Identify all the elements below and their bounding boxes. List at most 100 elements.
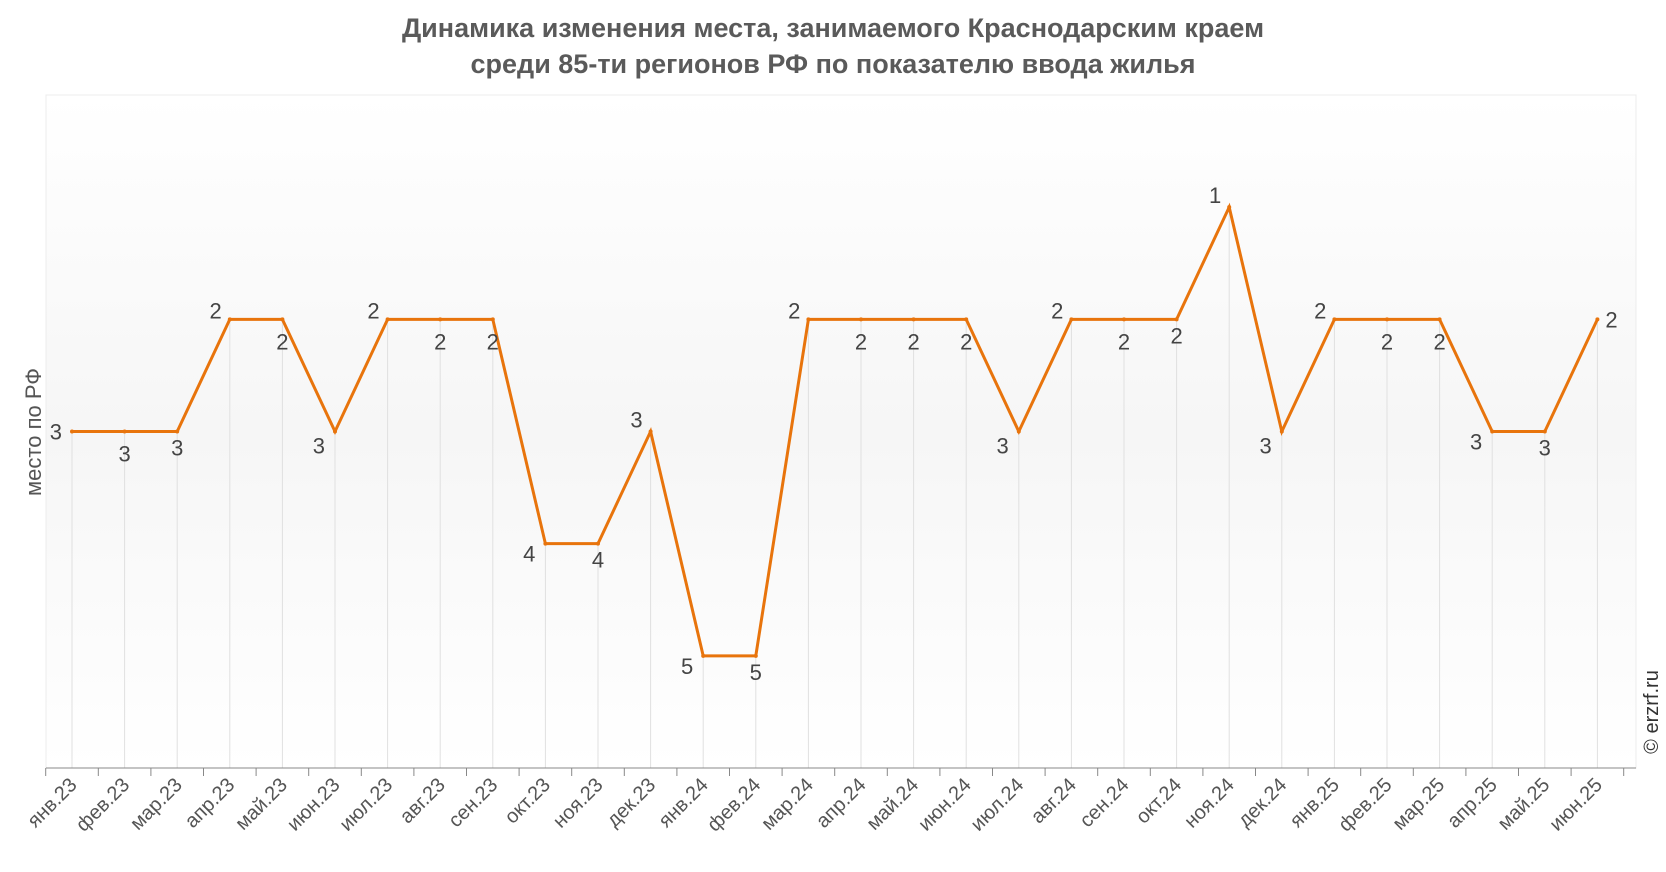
- x-tick-label: окт.24: [1132, 774, 1186, 828]
- data-label: 3: [1260, 434, 1272, 459]
- x-tick-label: май.24: [862, 774, 923, 835]
- data-label: 2: [487, 329, 499, 354]
- data-label: 2: [1118, 329, 1130, 354]
- data-point: [385, 317, 390, 322]
- data-point: [648, 429, 653, 434]
- data-point: [1385, 317, 1389, 322]
- data-point: [1542, 429, 1547, 434]
- x-tick-label: фев.25: [1334, 774, 1396, 836]
- data-point: [333, 429, 337, 434]
- data-label: 2: [1051, 298, 1063, 323]
- x-tick-label: июн.25: [1545, 774, 1607, 836]
- x-axis: янв.23фев.23мар.23апр.23май.23июн.23июл.…: [23, 767, 1636, 836]
- data-labels: 3 3 3 2 2 3 2 2 2 4 4 3 5 5 2 2 2 2 3 2 2 2 1 3 2 2 2 3 3 2: [50, 183, 1618, 685]
- data-point: [280, 317, 285, 322]
- x-tick-label: апр.23: [181, 774, 240, 833]
- x-tick-label: май.25: [1494, 774, 1555, 835]
- data-point: [1437, 317, 1442, 322]
- data-label: 2: [367, 298, 379, 323]
- data-label: 3: [997, 434, 1009, 459]
- data-label: 2: [907, 329, 919, 354]
- data-label: 2: [1314, 298, 1326, 323]
- x-tick-label: мар.24: [757, 774, 818, 835]
- x-tick-label: янв.25: [1286, 774, 1344, 832]
- data-point: [911, 317, 916, 322]
- data-label: 2: [1433, 329, 1445, 354]
- data-label: 2: [276, 329, 288, 354]
- x-tick-label: сен.24: [1076, 774, 1134, 832]
- data-point: [227, 317, 232, 322]
- data-point: [964, 317, 969, 322]
- data-label: 3: [630, 408, 642, 433]
- data-label: 2: [788, 298, 800, 323]
- data-point: [70, 429, 74, 434]
- data-point: [1595, 317, 1600, 322]
- data-point: [859, 317, 863, 322]
- data-label: 3: [1539, 436, 1551, 461]
- data-label: 3: [171, 436, 183, 461]
- x-tick-label: июл.23: [335, 774, 397, 836]
- data-label: 2: [1381, 329, 1393, 354]
- data-label: 4: [592, 548, 604, 573]
- grid-lines: [71, 207, 1598, 768]
- data-point: [1279, 429, 1284, 434]
- data-point: [701, 653, 706, 658]
- data-point: [1174, 317, 1179, 322]
- x-tick-label: мар.25: [1388, 774, 1449, 835]
- x-tick-label: сен.23: [444, 774, 502, 832]
- data-label: 2: [434, 329, 446, 354]
- data-point: [596, 541, 600, 546]
- x-tick-label: ноя.23: [549, 774, 608, 833]
- x-tick-label: июн.23: [283, 774, 345, 836]
- data-label: 3: [313, 434, 325, 459]
- data-point: [543, 541, 548, 546]
- x-tick-label: июн.24: [914, 774, 976, 836]
- x-tick-label: авг.23: [396, 774, 450, 828]
- data-label: 2: [210, 298, 222, 323]
- x-tick-label: фев.24: [703, 774, 765, 836]
- data-point: [1069, 317, 1074, 322]
- data-point: [175, 429, 180, 434]
- data-point: [1490, 429, 1495, 434]
- x-tick-label: май.23: [231, 774, 292, 835]
- x-tick-label: июл.24: [967, 774, 1029, 836]
- data-label: 2: [960, 329, 972, 354]
- data-label: 2: [855, 329, 867, 354]
- y-axis-title: место по РФ: [21, 368, 46, 496]
- series-line-group: [70, 202, 1600, 658]
- x-tick-label: окт.23: [501, 774, 555, 828]
- x-tick-label: апр.24: [812, 774, 871, 833]
- data-label: 4: [523, 542, 535, 567]
- chart-title-line-1: Динамика изменения места, занимаемого Кр…: [401, 13, 1265, 43]
- x-tick-label: апр.25: [1443, 774, 1502, 833]
- data-label: 3: [1470, 430, 1482, 455]
- data-point: [438, 317, 443, 322]
- data-point: [1016, 429, 1021, 434]
- x-tick-label: ноя.24: [1180, 774, 1239, 833]
- data-point: [1332, 317, 1337, 322]
- data-point: [490, 317, 495, 322]
- data-label: 5: [750, 660, 762, 685]
- x-tick-label: фев.23: [72, 774, 134, 836]
- chart-title: Динамика изменения места, занимаемого Кр…: [0, 10, 1666, 82]
- data-label: 1: [1209, 183, 1221, 208]
- data-point: [753, 653, 758, 658]
- data-point: [1227, 205, 1232, 210]
- data-point: [1122, 317, 1126, 322]
- data-point: [806, 317, 811, 322]
- x-tick-label: янв.23: [23, 774, 81, 832]
- x-tick-label: дек.23: [603, 774, 661, 832]
- x-tick-label: авг.24: [1027, 774, 1081, 828]
- data-point: [122, 429, 127, 434]
- data-label: 5: [681, 654, 693, 679]
- data-label: 2: [1605, 307, 1617, 332]
- plot-area: [45, 94, 1637, 769]
- data-label: 2: [1170, 323, 1182, 348]
- chart-title-line-2: среди 85-ти регионов РФ по показателю вв…: [470, 49, 1196, 79]
- series-line: [72, 202, 1599, 658]
- x-tick-label: мар.23: [126, 774, 187, 835]
- x-tick-label: янв.24: [655, 774, 713, 832]
- data-label: 3: [118, 442, 130, 467]
- data-label: 3: [50, 420, 62, 445]
